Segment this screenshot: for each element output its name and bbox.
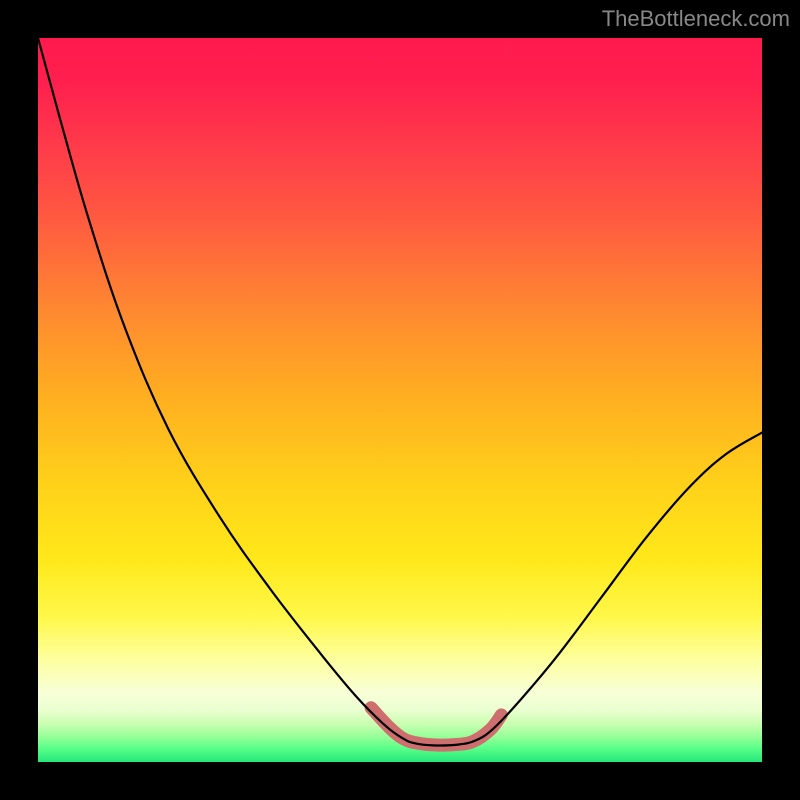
highlight-segment bbox=[371, 708, 501, 745]
watermark-text: TheBottleneck.com bbox=[602, 6, 790, 32]
plot-area bbox=[38, 38, 762, 762]
bottleneck-curve bbox=[38, 38, 762, 745]
chart-frame: TheBottleneck.com bbox=[0, 0, 800, 800]
chart-svg bbox=[38, 38, 762, 762]
